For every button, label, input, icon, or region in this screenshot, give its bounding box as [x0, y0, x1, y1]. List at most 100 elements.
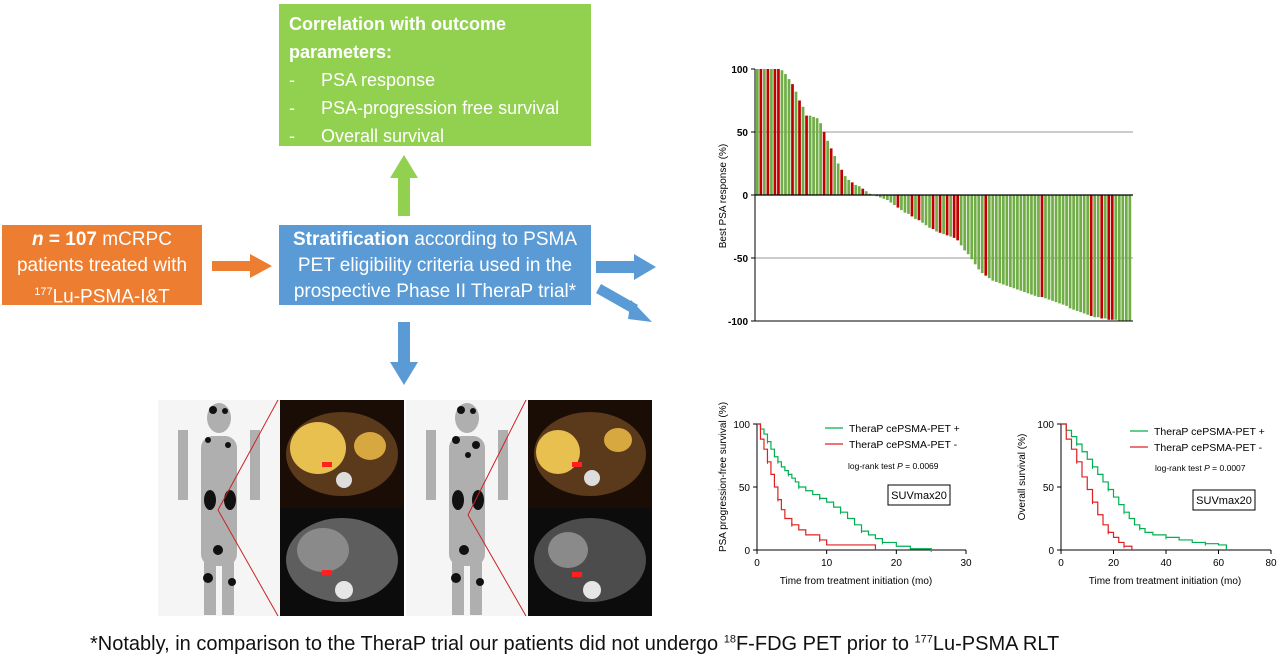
waterfall-ytick-label: 100 — [731, 65, 748, 76]
km-legend-label: TheraP cePSMA-PET - — [849, 439, 958, 451]
waterfall-bar — [1058, 195, 1061, 304]
waterfall-bar — [812, 116, 815, 195]
km-os-chart: Overall survival (%) Time from treatment… — [1017, 420, 1277, 587]
waterfall-bar — [1012, 195, 1016, 289]
km-xtick-label: 60 — [1213, 558, 1225, 569]
waterfall-bar — [1082, 195, 1086, 314]
waterfall-bar — [1110, 195, 1114, 320]
waterfall-bar — [1093, 195, 1097, 318]
km1-ylabel: PSA progression-free survival (%) — [718, 402, 729, 552]
waterfall-bar — [1068, 195, 1072, 309]
km-suv-label: SUVmax20 — [891, 490, 947, 502]
waterfall-bar — [1124, 195, 1128, 321]
waterfall-bar — [980, 195, 984, 274]
waterfall-bar — [994, 195, 998, 282]
patients-line-2: patients treated with — [16, 255, 188, 276]
waterfall-bar — [1117, 195, 1121, 321]
waterfall-bar — [1047, 195, 1051, 300]
waterfall-bar — [1107, 195, 1111, 320]
waterfall-bar — [924, 195, 928, 226]
km-ytick-label: 100 — [733, 420, 750, 431]
km-legend-label: TheraP cePSMA-PET + — [849, 423, 960, 435]
waterfall-bar — [1096, 195, 1100, 318]
outcome-item: - PSA-progression free survival — [289, 98, 560, 118]
waterfall-bar — [861, 188, 865, 195]
waterfall-bar — [808, 115, 812, 195]
km-suv-label: SUVmax20 — [1196, 495, 1252, 507]
waterfall-bar — [1075, 195, 1079, 311]
waterfall-bar — [928, 195, 931, 228]
waterfall-bar — [903, 195, 907, 213]
waterfall-bar — [875, 195, 879, 197]
waterfall-bar — [1033, 195, 1037, 296]
km-ytick-label: 0 — [1048, 546, 1054, 557]
waterfall-bar — [956, 195, 960, 241]
km-ytick-label: 50 — [739, 483, 751, 494]
waterfall-bar — [1054, 195, 1058, 303]
km-xtick-label: 80 — [1265, 558, 1277, 569]
waterfall-bar — [763, 69, 766, 195]
outcome-item: - PSA response — [289, 70, 436, 90]
waterfall-bar — [847, 179, 851, 195]
waterfall-bar — [1037, 195, 1040, 298]
waterfall-bar — [850, 182, 854, 195]
waterfall-bar — [998, 195, 1002, 284]
km-curve-negative — [757, 423, 877, 550]
arrow-right-blue — [596, 254, 656, 280]
km-curve-positive — [757, 423, 932, 550]
waterfall-bar — [973, 195, 977, 265]
waterfall-bar — [900, 195, 903, 211]
waterfall-bar — [819, 123, 822, 195]
waterfall-bar — [1086, 195, 1090, 315]
waterfall-ylabel: Best PSA response (%) — [718, 144, 729, 249]
stratification-text: according to PSMA PET eligibility criter… — [293, 229, 578, 302]
km-curve-positive — [1061, 423, 1227, 550]
km2-xlabel: Time from treatment initiation (mo) — [1089, 576, 1241, 587]
km-ytick-label: 100 — [1037, 420, 1054, 431]
waterfall-bar — [882, 195, 886, 199]
km2-ylabel: Overall survival (%) — [1017, 434, 1028, 521]
waterfall-bar — [1079, 195, 1083, 313]
waterfall-ytick-label: 50 — [737, 128, 749, 139]
km-xtick-label: 20 — [891, 558, 903, 569]
arrow-diag-blue — [596, 284, 652, 322]
outcome-title: Correlation with outcome parameters: — [289, 14, 507, 62]
waterfall-bar — [910, 195, 914, 217]
km1-xlabel: Time from treatment initiation (mo) — [780, 576, 932, 587]
waterfall-bar — [991, 195, 995, 281]
km-suv-box — [887, 484, 951, 506]
waterfall-bar — [1019, 195, 1023, 291]
waterfall-bar — [826, 140, 829, 195]
km-xtick-label: 0 — [754, 558, 760, 569]
waterfall-bar — [766, 69, 770, 195]
stratification-box: Stratification according to PSMA PET eli… — [279, 225, 591, 305]
km-logrank-annotation: log-rank test P = 0.0007 — [1155, 463, 1246, 473]
waterfall-bar — [886, 195, 889, 201]
km-xtick-label: 40 — [1160, 558, 1172, 569]
waterfall-bar — [921, 195, 924, 223]
waterfall-bar — [1089, 195, 1093, 316]
km-logrank-annotation: log-rank test P = 0.0069 — [848, 461, 939, 471]
waterfall-bar — [889, 195, 893, 203]
waterfall-bar — [907, 195, 910, 214]
waterfall-bar — [1016, 195, 1019, 290]
waterfall-bar — [1121, 195, 1125, 321]
waterfall-bar — [854, 184, 858, 195]
km-ytick-label: 0 — [744, 546, 750, 557]
waterfall-bar — [784, 74, 787, 195]
waterfall-bar — [1001, 195, 1005, 285]
km-xtick-label: 20 — [1108, 558, 1120, 569]
footnote: *Notably, in comparison to the TheraP tr… — [90, 633, 1060, 655]
waterfall-bar — [1030, 195, 1033, 295]
waterfall-ytick-label: -50 — [734, 254, 749, 265]
waterfall-bar — [773, 69, 777, 195]
waterfall-bar — [756, 69, 759, 195]
patients-line-3: 177Lu-PSMA-I&T — [34, 286, 170, 308]
waterfall-bar — [1026, 195, 1030, 294]
arrow-down-blue — [390, 322, 418, 385]
waterfall-bar — [893, 195, 896, 206]
waterfall-bar — [987, 195, 991, 279]
km-xtick-label: 30 — [960, 558, 972, 569]
waterfall-bar — [1128, 195, 1132, 321]
waterfall-bar — [959, 195, 963, 246]
